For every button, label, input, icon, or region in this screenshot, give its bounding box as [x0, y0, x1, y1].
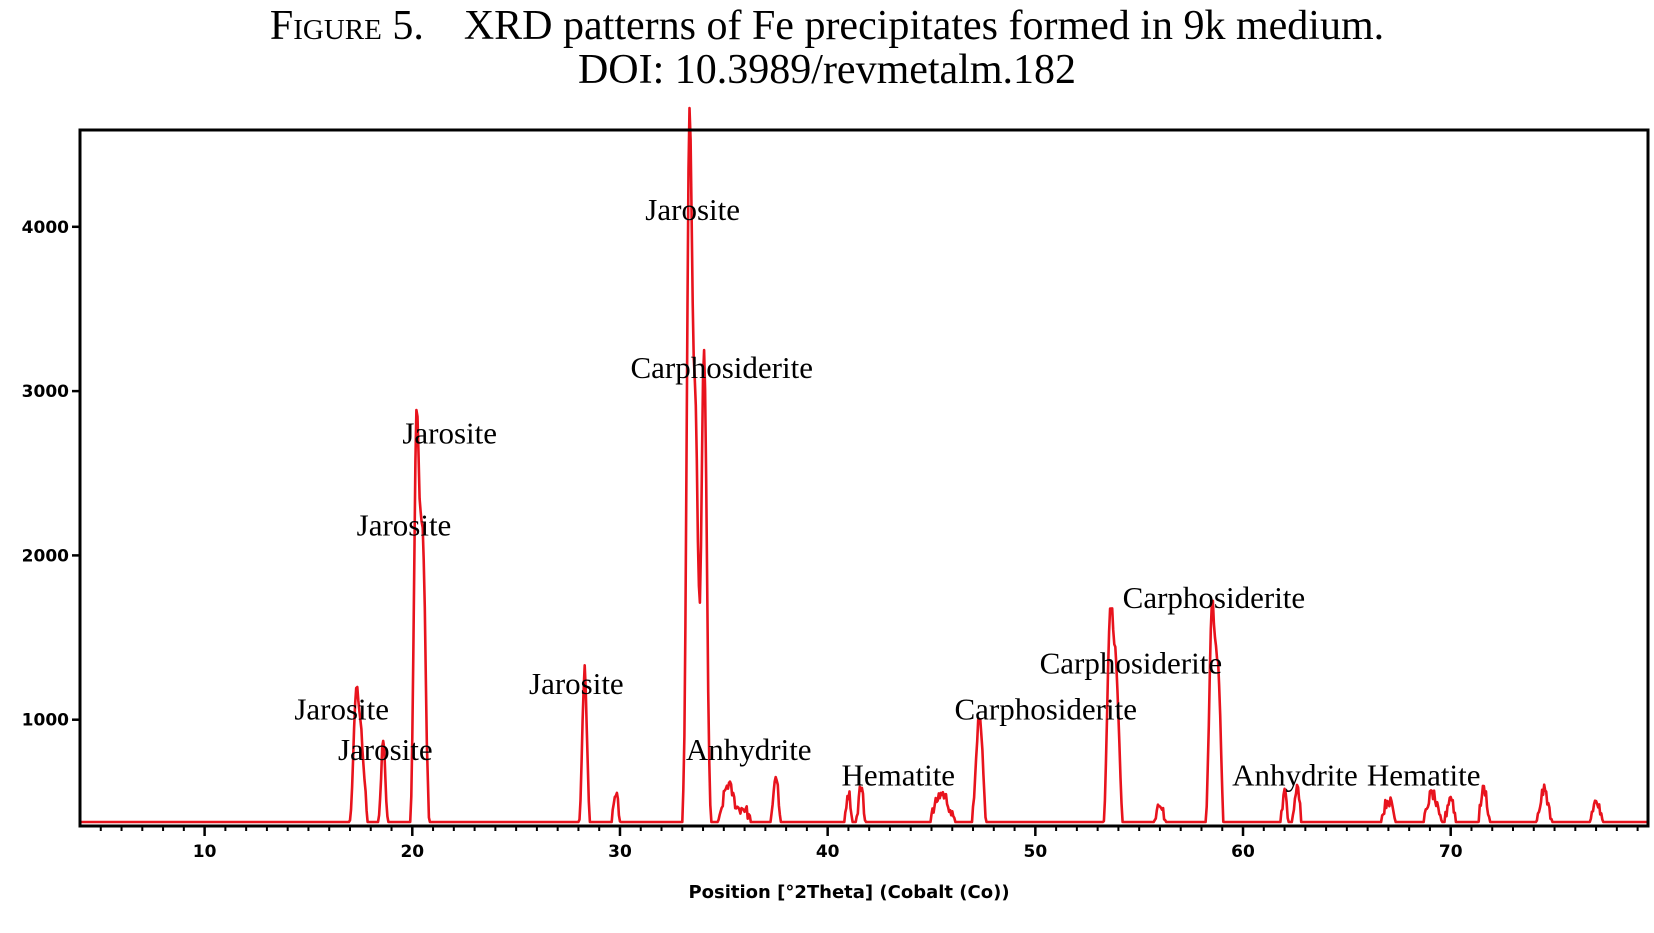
figure-label: Figure 5.	[269, 3, 424, 49]
series-layer	[79, 106, 1649, 824]
ticks-layer: 10 20 30 40 50 60 70 1000 2000 3000 4000	[22, 218, 1639, 862]
figure-title: XRD patterns of Fe precipitates formed i…	[463, 3, 1385, 49]
figure-caption: Figure 5. XRD patterns of Fe precipitates…	[0, 0, 1654, 92]
peak-annotation: Anhydrite	[1232, 757, 1358, 792]
caption-title-line: Figure 5. XRD patterns of Fe precipitates…	[0, 4, 1654, 48]
peak-annotation: Carphosiderite	[630, 350, 813, 385]
peak-annotation: Jarosite	[529, 666, 624, 701]
x-tick-label: 60	[1231, 842, 1255, 862]
y-tick-label: 4000	[22, 218, 69, 238]
x-tick-label: 20	[400, 842, 424, 862]
annotation-layer: Jarosite Carphosiderite Jarosite Jarosite Ja…	[294, 192, 1480, 792]
x-tick-label: 30	[608, 842, 632, 862]
x-tick-label: 10	[193, 842, 217, 862]
x-axis-title: Position [°2Theta] (Cobalt (Co))	[688, 882, 1009, 903]
plot-frame	[78, 128, 1650, 828]
peak-annotation: Carphosiderite	[1123, 580, 1306, 615]
figure-doi: DOI: 10.3989/revmetalm.182	[577, 47, 1077, 93]
peak-annotation: Jarosite	[357, 508, 452, 543]
y-tick-label: 3000	[22, 382, 69, 402]
peak-annotation: Hematite	[841, 757, 955, 792]
peak-annotation: Hematite	[1367, 757, 1481, 792]
peak-annotation: Jarosite	[294, 692, 389, 727]
x-tick-label: 50	[1024, 842, 1048, 862]
x-tick-label: 70	[1439, 842, 1463, 862]
y-tick-label: 2000	[22, 546, 69, 566]
peak-annotation: Carphosiderite	[954, 692, 1137, 727]
peak-annotation: Jarosite	[338, 732, 433, 767]
plot-frame-layer	[78, 128, 1650, 828]
peak-annotation: Anhydrite	[686, 732, 812, 767]
diffraction-pattern-line	[79, 106, 1649, 824]
x-tick-label: 40	[816, 842, 840, 862]
y-tick-label: 1000	[22, 711, 69, 731]
peak-annotation: Jarosite	[645, 192, 740, 227]
peak-annotation: Carphosiderite	[1040, 646, 1223, 681]
peak-annotation: Jarosite	[402, 416, 497, 451]
